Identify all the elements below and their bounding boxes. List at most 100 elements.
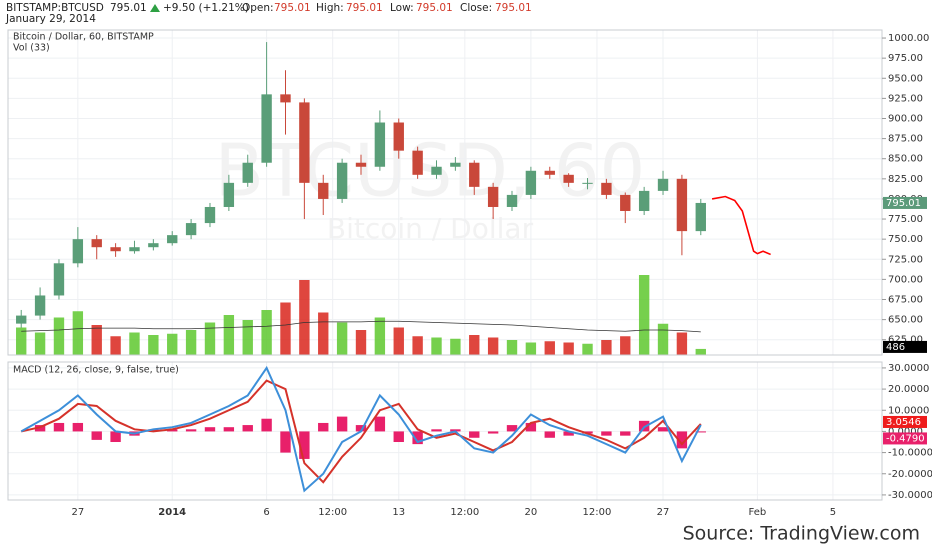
up-arrow (150, 4, 160, 12)
y-tick-label: 1000.00 (888, 33, 929, 44)
candle-body (261, 94, 272, 163)
volume-bar (695, 348, 706, 355)
y-tick-label: 925.00 (888, 93, 923, 104)
candle-body (185, 223, 197, 236)
candle-body (431, 166, 442, 175)
macd-histogram (695, 431, 706, 433)
volume-bar (450, 338, 461, 355)
candle-body (299, 102, 310, 183)
x-tick-label: 5 (830, 507, 836, 518)
y-tick-label: 0.0000 (888, 426, 923, 437)
x-tick-label: 12:00 (450, 507, 479, 518)
candle-body (148, 243, 159, 248)
close: 795.01 (495, 2, 532, 14)
y-tick-label: 625.00 (888, 335, 923, 346)
y-tick-label: 675.00 (888, 294, 923, 305)
macd-histogram (412, 431, 423, 445)
candle-body (129, 247, 140, 252)
macd-histogram (223, 427, 235, 432)
volume-bar (638, 275, 650, 355)
candle-body (280, 94, 291, 103)
candle-body (638, 190, 650, 212)
macd-histogram (34, 425, 46, 432)
macd-histogram (91, 431, 102, 440)
volume-bar (620, 336, 631, 355)
x-tick-label: 27 (657, 507, 670, 518)
x-tick-label: 13 (392, 507, 405, 518)
candle-body (34, 295, 46, 316)
volume-bar (223, 315, 235, 355)
y-tick-label: 775.00 (888, 214, 923, 225)
macd-histogram (185, 429, 197, 432)
x-tick-label: Feb (749, 507, 767, 518)
last-macd-box (883, 415, 927, 428)
macd-line (20, 379, 702, 484)
candle-body (355, 162, 367, 167)
macd-histogram (544, 431, 555, 438)
open: 795.01 (274, 2, 311, 14)
volume-bar (16, 327, 27, 355)
last-volume-box (883, 340, 927, 353)
macd-histogram (110, 431, 121, 443)
candle-body (318, 182, 329, 199)
candle-body (582, 182, 593, 184)
volume-label: Vol (33) (13, 43, 50, 54)
macd-label: MACD (12, 26, close, 9, false, true) (13, 365, 179, 376)
volume-bar (110, 336, 121, 355)
x-tick-label: 2014 (158, 507, 186, 518)
macd-histogram (242, 425, 253, 432)
volume-bar (148, 335, 159, 355)
macd-histogram (318, 422, 329, 432)
volume-bar (261, 310, 272, 355)
volume-bar (525, 342, 537, 355)
symbol: BITSTAMP:BTCUSD (6, 2, 104, 14)
volume-bar (431, 337, 442, 355)
last-volume: 486 (886, 342, 905, 353)
watermark-sub: Bitcoin / Dollar (327, 212, 534, 245)
candle-body (563, 174, 574, 183)
candle-body (223, 182, 235, 207)
x-tick-label: 12:00 (318, 507, 347, 518)
volume-bar (299, 280, 310, 355)
candle-body (601, 182, 612, 195)
candle-body (91, 239, 102, 248)
volume-bar (506, 340, 518, 355)
candle-body (16, 315, 27, 324)
volume-bar (91, 325, 102, 355)
candle-body (167, 235, 178, 244)
macd-histogram (620, 431, 631, 436)
candle-body (72, 239, 84, 264)
y-tick-label: 950.00 (888, 73, 923, 84)
candle-body (487, 186, 499, 207)
macd-histogram (336, 416, 348, 432)
macd-histogram (601, 431, 612, 436)
macd-histogram (280, 431, 291, 453)
x-tick-label: 12:00 (583, 507, 612, 518)
y-tick-label: 850.00 (888, 154, 923, 165)
macd-histogram (657, 427, 669, 432)
macd-histogram (469, 431, 480, 438)
last-price-box (883, 196, 927, 209)
macd-histogram (374, 416, 386, 432)
open-label: Open: (242, 2, 274, 14)
volume-ma (21, 320, 701, 333)
x-tick-label: 6 (263, 507, 269, 518)
volume-bar (469, 335, 480, 355)
candle-body (374, 122, 386, 167)
candle-body (525, 170, 537, 195)
date: January 29, 2014 (5, 13, 96, 25)
candle-body (506, 194, 518, 207)
y-tick-label: 650.00 (888, 315, 923, 326)
macd-histogram (148, 429, 159, 432)
volume-bar (185, 330, 197, 355)
y-tick-label: 30.0000 (888, 363, 929, 374)
macd-histogram (506, 425, 518, 432)
price-pane (7, 29, 883, 356)
candle-body (695, 202, 706, 232)
candle-body (242, 162, 253, 183)
candle-body (204, 206, 216, 224)
macd-histogram (431, 429, 442, 432)
y-tick-label: 750.00 (888, 234, 923, 245)
